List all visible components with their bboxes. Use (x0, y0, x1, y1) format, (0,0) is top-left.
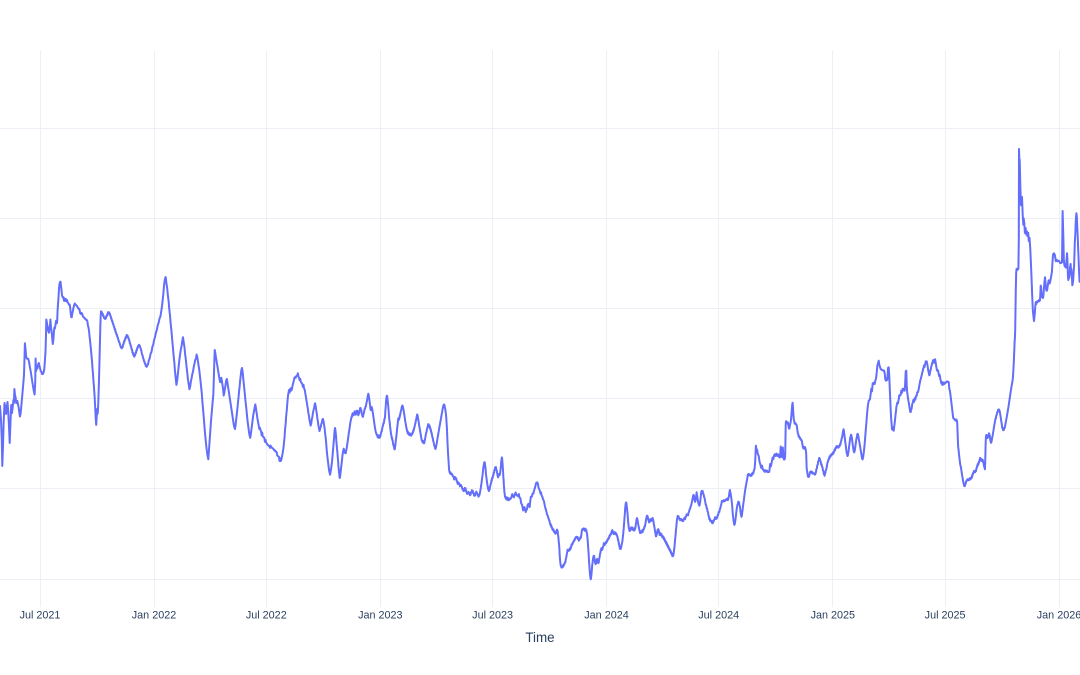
svg-text:Jul 2023: Jul 2023 (472, 609, 513, 621)
svg-text:Jan 2022: Jan 2022 (132, 609, 176, 621)
svg-text:Jul 2025: Jul 2025 (925, 609, 966, 621)
svg-text:Jul 2021: Jul 2021 (20, 609, 61, 621)
svg-text:Jul 2024: Jul 2024 (698, 609, 739, 621)
svg-text:Jul 2022: Jul 2022 (246, 609, 287, 621)
svg-text:Jan 2026: Jan 2026 (1037, 609, 1080, 621)
svg-text:Jan 2024: Jan 2024 (584, 609, 628, 621)
svg-text:Jan 2025: Jan 2025 (811, 609, 855, 621)
svg-text:Jan 2023: Jan 2023 (358, 609, 402, 621)
svg-text:Time: Time (525, 630, 554, 645)
